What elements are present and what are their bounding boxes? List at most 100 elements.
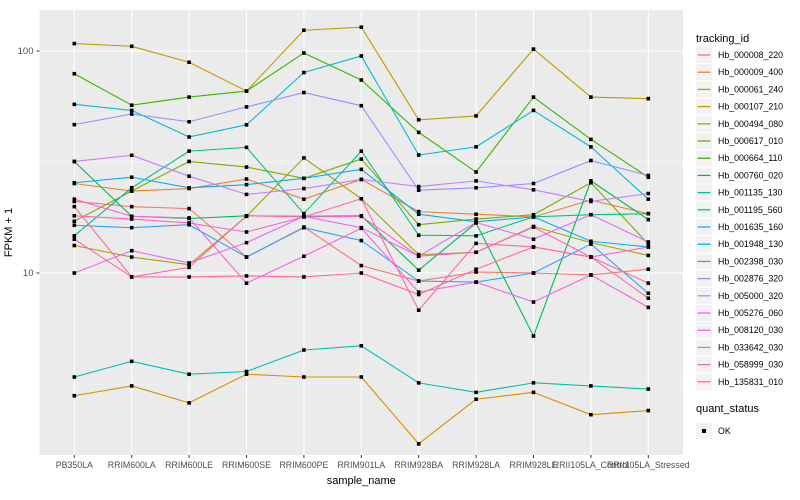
point-marker <box>416 184 421 189</box>
point-marker <box>187 119 191 124</box>
point-marker <box>531 95 536 99</box>
point-marker <box>129 103 134 107</box>
point-marker <box>474 212 478 217</box>
point-marker <box>129 384 134 388</box>
point-marker <box>129 225 134 230</box>
point-marker <box>302 225 306 230</box>
point-marker <box>589 212 593 217</box>
legend-label-Hb_005276_060: Hb_005276_060 <box>718 308 783 318</box>
legend-label-Hb_000494_080: Hb_000494_080 <box>718 119 783 129</box>
point-marker <box>589 384 593 388</box>
point-marker <box>72 197 77 201</box>
point-marker <box>474 267 478 272</box>
point-marker <box>129 112 134 116</box>
point-marker <box>589 158 593 163</box>
legend-label-Hb_135831_010: Hb_135831_010 <box>718 377 783 387</box>
legend-label-Hb_002398_030: Hb_002398_030 <box>718 256 783 266</box>
point-marker <box>129 175 134 180</box>
point-marker <box>416 442 421 446</box>
point-marker <box>359 78 364 82</box>
legend-label-Hb_000008_220: Hb_000008_220 <box>718 50 783 60</box>
point-marker <box>359 103 364 108</box>
point-marker <box>416 254 421 259</box>
point-marker <box>474 170 478 174</box>
point-marker <box>72 271 77 275</box>
point-marker <box>531 108 536 113</box>
x-axis-title: sample_name <box>327 475 396 487</box>
point-marker <box>646 253 651 258</box>
x-tick-label: RRIM928LE <box>510 460 558 470</box>
x-tick-label: RRII105LA_Control <box>553 460 629 470</box>
point-marker <box>531 212 536 217</box>
point-marker <box>531 271 536 275</box>
point-marker <box>302 176 306 181</box>
point-marker <box>474 185 478 190</box>
point-marker <box>474 217 478 221</box>
point-marker <box>187 221 191 225</box>
point-marker <box>129 189 134 193</box>
point-marker <box>646 191 651 196</box>
point-marker <box>187 206 191 211</box>
point-marker <box>646 173 651 178</box>
legend-title-tracking-id: tracking_id <box>696 33 749 45</box>
point-marker <box>359 149 364 153</box>
point-marker <box>474 234 478 238</box>
point-marker <box>416 381 421 385</box>
point-marker <box>244 369 249 374</box>
point-marker <box>646 245 651 249</box>
point-marker <box>129 255 134 259</box>
point-marker <box>646 291 651 296</box>
point-marker <box>646 242 651 246</box>
point-marker <box>244 165 249 169</box>
point-marker <box>187 149 191 153</box>
legend-label-Hb_008120_030: Hb_008120_030 <box>718 325 783 335</box>
point-marker <box>416 222 421 227</box>
x-tick-label: RRIM928LA <box>452 460 500 470</box>
point-marker <box>359 196 364 201</box>
point-marker <box>474 241 478 246</box>
point-marker <box>72 180 77 185</box>
point-marker <box>474 179 478 183</box>
point-marker <box>187 261 191 265</box>
point-marker <box>187 372 191 377</box>
legend-label-Hb_005000_320: Hb_005000_320 <box>718 291 783 301</box>
point-marker <box>72 159 77 164</box>
y-tick-label: 10 <box>23 268 34 279</box>
point-marker <box>72 243 77 248</box>
point-marker <box>302 211 306 216</box>
point-marker <box>129 214 134 219</box>
point-marker <box>531 334 536 338</box>
point-marker <box>72 223 77 228</box>
legend-label-Hb_001195_560: Hb_001195_560 <box>718 205 783 215</box>
point-marker <box>72 234 77 238</box>
point-marker <box>416 130 421 135</box>
point-marker <box>129 108 134 113</box>
legend-label-Hb_001635_160: Hb_001635_160 <box>718 222 783 232</box>
point-marker <box>129 204 134 209</box>
point-marker <box>187 174 191 178</box>
point-marker <box>72 41 77 46</box>
point-marker <box>646 197 651 201</box>
point-marker <box>72 237 77 241</box>
point-marker <box>416 290 421 294</box>
point-marker <box>244 182 249 187</box>
point-marker <box>646 305 651 310</box>
x-tick-label: PB350LA <box>56 460 93 470</box>
point-marker <box>359 271 364 275</box>
point-marker <box>589 180 593 185</box>
point-marker <box>244 372 249 377</box>
point-marker <box>129 248 134 253</box>
legend-label-Hb_000107_210: Hb_000107_210 <box>718 102 783 112</box>
point-marker <box>302 348 306 352</box>
point-marker <box>187 185 191 190</box>
y-tick-label: 100 <box>18 46 34 57</box>
point-marker <box>244 177 249 181</box>
point-marker <box>244 192 249 197</box>
point-marker <box>589 255 593 259</box>
legend-title-quant-status: quant_status <box>696 403 759 415</box>
point-marker <box>187 275 191 279</box>
legend-label-OK: OK <box>718 426 731 436</box>
point-marker <box>129 275 134 279</box>
point-marker <box>531 381 536 385</box>
point-marker <box>359 177 364 182</box>
